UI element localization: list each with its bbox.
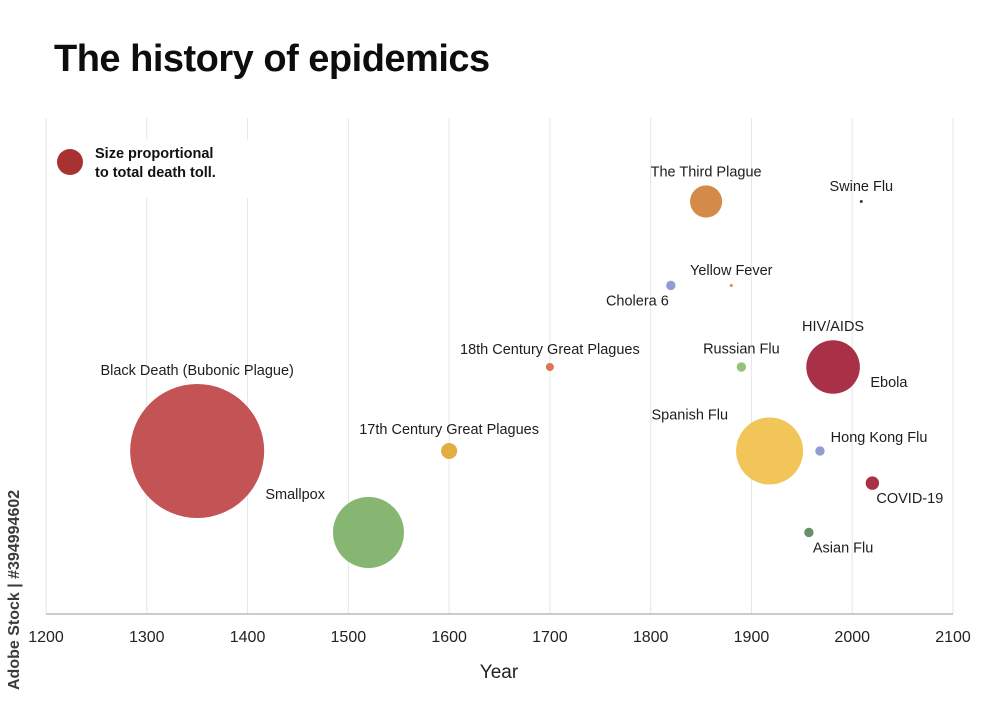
bubble-hiv-aids: [806, 340, 860, 394]
x-tick-label-1700: 1700: [532, 629, 568, 646]
label-covid-19: COVID-19: [876, 491, 943, 507]
bubbles: [130, 185, 880, 568]
label-cholera-6: Cholera 6: [606, 293, 669, 309]
x-tick-label-2100: 2100: [935, 629, 971, 646]
x-tick-labels: 1200 1300 1400 1500 1600 1700 1800 1900 2000 2100: [28, 629, 971, 646]
bubble-the-third-plague: [690, 185, 723, 218]
x-tick-label-1600: 1600: [431, 629, 467, 646]
bubble-asian-flu: [804, 527, 814, 538]
bubble-18th-century-great-plagues: [545, 362, 554, 372]
x-tick-label-2000: 2000: [834, 629, 870, 646]
legend-text-line1: Size proportional: [95, 146, 213, 162]
label-17th-century-great-plagues: 17th Century Great Plagues: [359, 422, 539, 438]
label-18th-century-great-plagues: 18th Century Great Plagues: [460, 342, 640, 358]
bubble-17th-century-great-plagues: [441, 442, 458, 460]
label-hiv-aids: HIV/AIDS: [802, 319, 864, 335]
bubble-covid-19: [865, 476, 880, 490]
label-swine-flu: Swine Flu: [829, 179, 893, 195]
bubble-russian-flu: [736, 362, 747, 372]
label-smallpox: Smallpox: [265, 487, 325, 503]
legend: Size proportional to total death toll.: [50, 140, 260, 198]
x-axis-title: Year: [480, 662, 519, 683]
x-tick-label-1400: 1400: [230, 629, 266, 646]
bubble-labels: Black Death (Bubonic Plague) Smallpox 17th…: [100, 164, 943, 556]
label-asian-flu: Asian Flu: [813, 540, 873, 556]
label-black-death-bubonic-plague: Black Death (Bubonic Plague): [100, 363, 293, 379]
label-hong-kong-flu: Hong Kong Flu: [831, 430, 928, 446]
x-tick-label-1900: 1900: [734, 629, 770, 646]
label-yellow-fever: Yellow Fever: [690, 263, 773, 279]
legend-text-line2: to total death toll.: [95, 165, 216, 181]
bubble-yellow-fever: [729, 283, 733, 287]
x-tick-label-1300: 1300: [129, 629, 165, 646]
bubble-spanish-flu: [736, 417, 804, 485]
bubble-black-death-bubonic-plague: [130, 383, 265, 518]
bubble-hong-kong-flu: [815, 446, 825, 456]
legend-bubble-icon: [57, 149, 83, 175]
bubble-smallpox: [332, 496, 404, 568]
label-ebola: Ebola: [870, 375, 908, 391]
x-tick-label-1800: 1800: [633, 629, 669, 646]
label-spanish-flu: Spanish Flu: [652, 407, 729, 423]
bubble-swine-flu: [859, 200, 863, 204]
bubble-cholera-6: [666, 280, 676, 291]
label-the-third-plague: The Third Plague: [651, 164, 762, 180]
x-tick-label-1200: 1200: [28, 629, 64, 646]
watermark-text: Adobe Stock | #394994602: [6, 489, 23, 690]
label-russian-flu: Russian Flu: [703, 341, 780, 357]
x-tick-label-1500: 1500: [331, 629, 367, 646]
chart-title: The history of epidemics: [54, 38, 490, 80]
